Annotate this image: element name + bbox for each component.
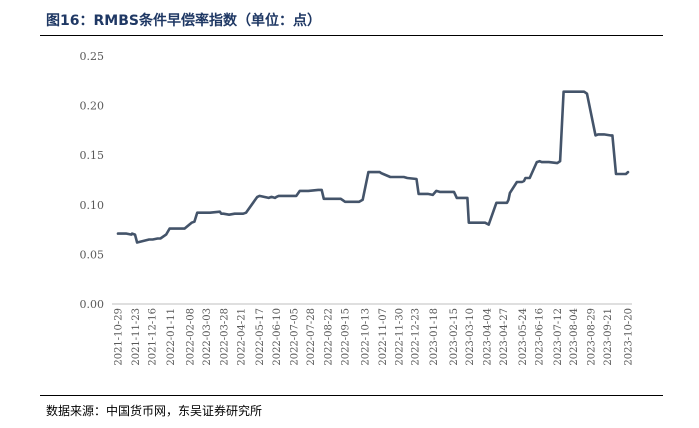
x-tick-label: 2022-07-05 [290, 308, 301, 366]
series-line [116, 90, 630, 244]
x-tick-label: 2022-05-17 [255, 308, 266, 366]
x-tick-label: 2023-08-04 [569, 308, 580, 366]
x-tick-label: 2022-11-07 [378, 308, 389, 366]
x-tick-label: 2022-11-30 [394, 308, 405, 366]
x-tick-label: 2023-10-20 [624, 308, 635, 366]
x-tick-label: 2023-05-24 [518, 308, 529, 366]
x-tick-label: 2023-02-15 [449, 308, 460, 366]
x-tick-label: 2022-03-28 [220, 308, 231, 366]
x-tick-label: 2021-10-29 [114, 308, 125, 366]
y-tick-label: 0.05 [80, 248, 105, 261]
y-tick-label: 0.25 [80, 50, 105, 63]
x-tick-label: 2022-10-13 [360, 308, 371, 366]
x-tick-label: 2022-09-15 [341, 308, 352, 366]
y-axis-ticks: 0.00 0.05 0.10 0.15 0.20 0.25 [80, 50, 105, 311]
y-tick-label: 0.15 [80, 149, 105, 162]
x-tick-label: 2023-04-27 [499, 308, 510, 366]
x-tick-label: 2022-08-22 [324, 308, 335, 366]
x-tick-label: 2023-01-18 [429, 308, 440, 366]
x-tick-label: 2022-06-10 [272, 308, 283, 366]
x-tick-label: 2023-04-04 [483, 308, 494, 366]
line-chart: 0.000.050.100.150.200.25 2021-10-29 2021-… [80, 50, 635, 366]
x-tick-label: 2021-12-16 [148, 308, 159, 366]
source-rule [40, 395, 663, 396]
x-tick-label: 2023-03-10 [465, 308, 476, 366]
x-tick-label: 2022-04-21 [237, 308, 248, 366]
x-tick-label: 2023-06-16 [534, 308, 545, 366]
y-tick-label: 0.10 [80, 199, 105, 212]
title-rule [40, 35, 663, 36]
x-tick-label: 2022-07-28 [306, 308, 317, 366]
x-tick-label: 2022-12-23 [411, 308, 422, 366]
y-tick-label: 0.00 [80, 298, 105, 311]
x-tick-label: 2023-09-21 [603, 308, 614, 366]
source-note: 数据来源：中国货币网，东吴证券研究所 [46, 404, 263, 418]
x-tick-label: 2023-07-12 [553, 308, 564, 366]
x-axis-ticks: 2021-10-29 2021-11-23 2021-12-16 2022-01-11… [114, 308, 635, 366]
x-tick-label: 2022-01-11 [166, 308, 177, 366]
x-tick-label: 2022-02-08 [186, 308, 197, 366]
y-tick-label: 0.20 [80, 100, 105, 113]
x-tick-label: 2021-11-23 [131, 308, 142, 366]
x-tick-label: 2022-03-03 [202, 308, 213, 366]
figure-title: 图16：RMBS条件早偿率指数（单位：点） [46, 13, 321, 29]
x-tick-label: 2023-08-29 [587, 308, 598, 366]
